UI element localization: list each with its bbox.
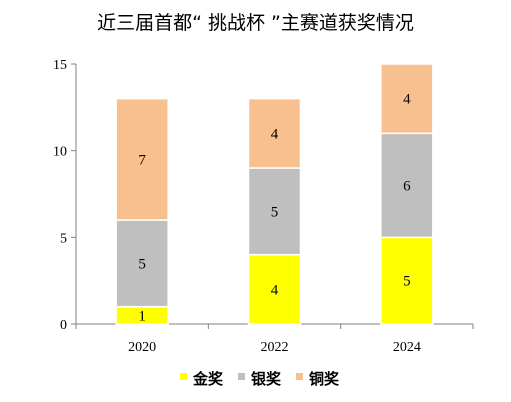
data-label: 4 xyxy=(403,92,411,108)
y-tick-label: 5 xyxy=(60,231,67,246)
bar-segment xyxy=(247,167,302,256)
legend-swatch xyxy=(180,373,187,380)
bar-segment xyxy=(115,219,169,308)
y-tick-label: 0 xyxy=(60,318,67,333)
y-tick-label: 15 xyxy=(53,58,67,73)
legend-entry: 铜奖 xyxy=(309,370,340,388)
data-label: 7 xyxy=(138,152,146,168)
bar-segment xyxy=(247,253,302,325)
x-tick-label: 2020 xyxy=(128,340,156,355)
data-label: 5 xyxy=(138,256,146,272)
data-label: 1 xyxy=(138,308,146,324)
bar-segment xyxy=(380,236,434,325)
legend-entry: 银奖 xyxy=(251,370,282,388)
data-label: 4 xyxy=(271,126,279,142)
data-label: 5 xyxy=(271,204,279,220)
data-label: 4 xyxy=(271,282,279,298)
bar-segment xyxy=(247,97,302,169)
legend-swatch xyxy=(296,373,303,380)
y-tick-label: 10 xyxy=(53,145,67,160)
data-label: 6 xyxy=(403,178,411,194)
x-tick-label: 2022 xyxy=(261,340,289,355)
bar-segment xyxy=(380,63,434,135)
chart-title: 近三届首都“ 挑战杯 ”主赛道获奖情况 xyxy=(97,12,414,34)
legend-entry: 金奖 xyxy=(192,370,224,388)
legend-swatch xyxy=(238,373,245,380)
bar-segment xyxy=(115,97,169,221)
data-label: 5 xyxy=(403,274,411,290)
x-tick-label: 2024 xyxy=(393,340,421,355)
